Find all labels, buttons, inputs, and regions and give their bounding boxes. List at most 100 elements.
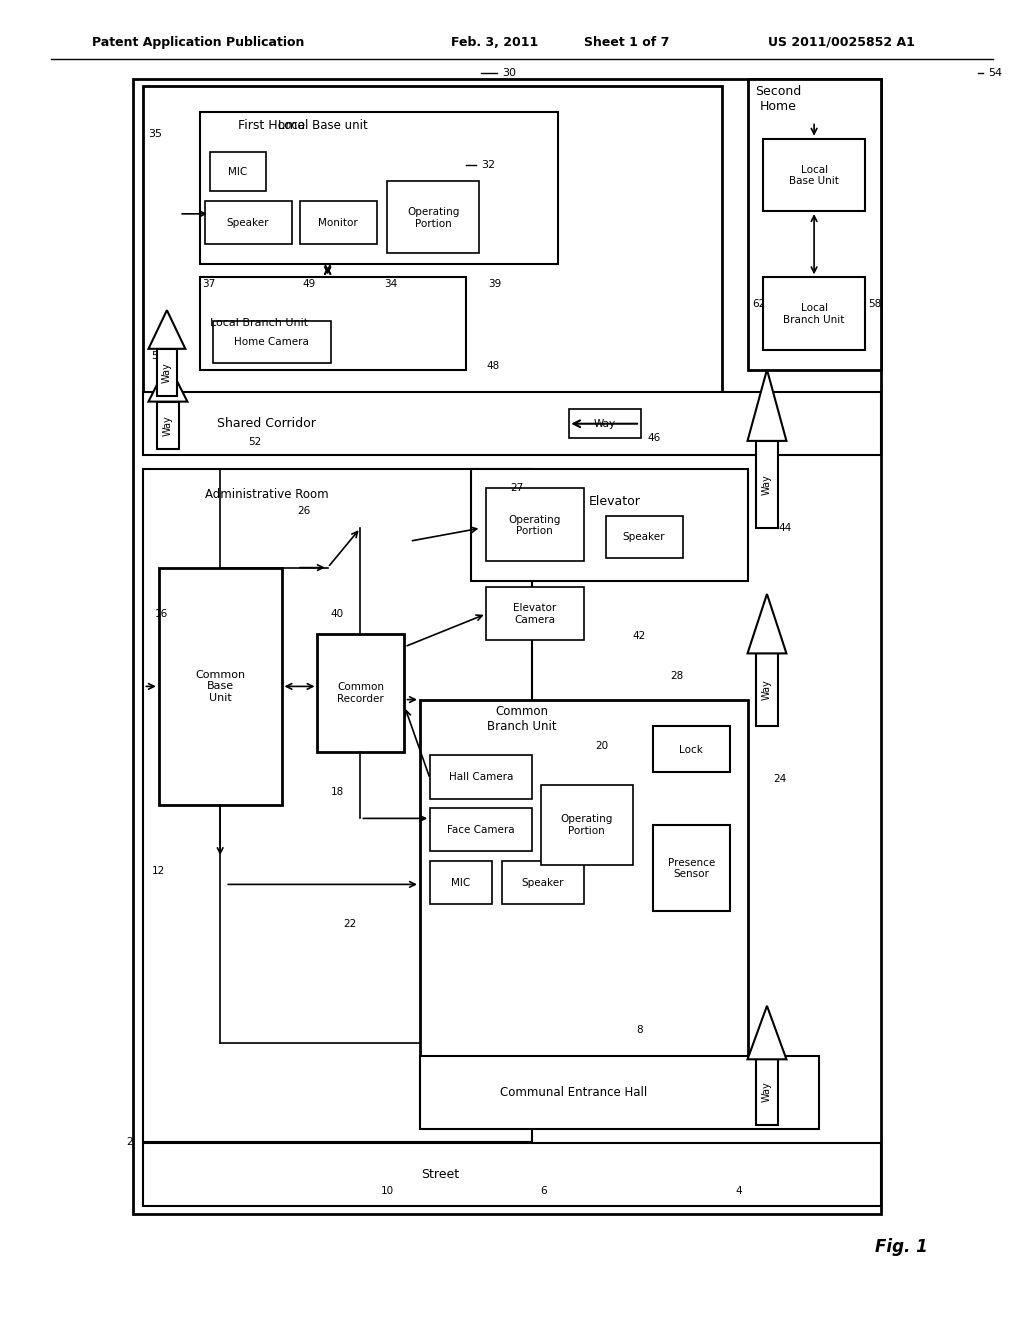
Text: 8: 8 — [636, 1024, 642, 1035]
Text: 18: 18 — [331, 787, 344, 797]
Text: Lock: Lock — [679, 744, 703, 755]
FancyBboxPatch shape — [486, 587, 584, 640]
FancyBboxPatch shape — [757, 653, 777, 726]
FancyBboxPatch shape — [158, 401, 178, 449]
FancyBboxPatch shape — [143, 392, 881, 455]
FancyBboxPatch shape — [210, 152, 266, 191]
Text: 50: 50 — [152, 351, 165, 362]
FancyBboxPatch shape — [471, 469, 748, 581]
Text: 48: 48 — [486, 360, 500, 371]
Text: Local
Base Unit: Local Base Unit — [790, 165, 839, 186]
Text: Way: Way — [762, 1081, 772, 1102]
FancyBboxPatch shape — [387, 181, 479, 253]
Text: 42: 42 — [633, 631, 646, 642]
Text: US 2011/0025852 A1: US 2011/0025852 A1 — [768, 36, 914, 49]
Text: 54: 54 — [988, 67, 1002, 78]
Polygon shape — [748, 370, 786, 441]
FancyBboxPatch shape — [541, 785, 633, 865]
Text: Monitor: Monitor — [318, 218, 357, 228]
Text: Speaker: Speaker — [521, 878, 564, 888]
FancyBboxPatch shape — [159, 568, 282, 805]
Text: Elevator: Elevator — [589, 495, 640, 508]
Text: Common
Branch Unit: Common Branch Unit — [487, 705, 557, 734]
FancyBboxPatch shape — [430, 808, 532, 851]
Text: Sheet 1 of 7: Sheet 1 of 7 — [584, 36, 669, 49]
FancyBboxPatch shape — [157, 348, 177, 396]
Text: 16: 16 — [155, 609, 168, 619]
Text: Patent Application Publication: Patent Application Publication — [92, 36, 304, 49]
Text: Way: Way — [162, 362, 172, 383]
Text: Elevator
Camera: Elevator Camera — [513, 603, 556, 624]
Text: 35: 35 — [148, 128, 163, 139]
Text: Administrative Room: Administrative Room — [205, 488, 329, 502]
Polygon shape — [148, 363, 187, 401]
Text: Speaker: Speaker — [623, 532, 666, 543]
Text: 52: 52 — [248, 437, 261, 447]
Text: Fig. 1: Fig. 1 — [874, 1238, 928, 1257]
Polygon shape — [148, 310, 185, 348]
Text: Operating
Portion: Operating Portion — [407, 207, 460, 228]
FancyBboxPatch shape — [748, 79, 881, 370]
FancyBboxPatch shape — [763, 139, 865, 211]
Text: Street: Street — [421, 1168, 460, 1181]
Text: 34: 34 — [384, 279, 397, 289]
FancyBboxPatch shape — [200, 277, 466, 370]
Text: Way: Way — [163, 414, 173, 436]
Text: 22: 22 — [343, 919, 356, 929]
Text: 24: 24 — [773, 774, 786, 784]
Text: Feb. 3, 2011: Feb. 3, 2011 — [451, 36, 538, 49]
FancyBboxPatch shape — [420, 700, 748, 1056]
FancyBboxPatch shape — [317, 634, 404, 752]
Text: Second
Home: Second Home — [755, 84, 802, 114]
FancyBboxPatch shape — [133, 79, 881, 1214]
Text: Common
Base
Unit: Common Base Unit — [196, 669, 245, 704]
Text: 6: 6 — [541, 1185, 547, 1196]
FancyBboxPatch shape — [213, 321, 331, 363]
Text: 62: 62 — [753, 298, 766, 309]
Text: Communal Entrance Hall: Communal Entrance Hall — [500, 1086, 647, 1100]
Text: Operating
Portion: Operating Portion — [508, 515, 561, 536]
Text: 12: 12 — [152, 866, 165, 876]
Text: 2: 2 — [127, 1137, 133, 1147]
Text: 26: 26 — [297, 506, 310, 516]
FancyBboxPatch shape — [430, 755, 532, 799]
FancyBboxPatch shape — [653, 825, 730, 911]
FancyBboxPatch shape — [486, 488, 584, 561]
Text: MIC: MIC — [228, 166, 247, 177]
Text: First Home: First Home — [238, 119, 305, 132]
Text: Way: Way — [594, 418, 616, 429]
FancyBboxPatch shape — [143, 1143, 881, 1206]
Text: 4: 4 — [735, 1185, 741, 1196]
FancyBboxPatch shape — [653, 726, 730, 772]
Text: Speaker: Speaker — [226, 218, 269, 228]
Text: MIC: MIC — [452, 878, 470, 888]
FancyBboxPatch shape — [757, 441, 777, 528]
Text: Home Camera: Home Camera — [233, 337, 309, 347]
Text: Operating
Portion: Operating Portion — [560, 814, 613, 836]
Text: 10: 10 — [381, 1185, 394, 1196]
Text: Common
Recorder: Common Recorder — [337, 682, 384, 704]
Text: 58: 58 — [868, 298, 882, 309]
Text: 32: 32 — [481, 160, 496, 170]
FancyBboxPatch shape — [420, 1056, 819, 1129]
FancyBboxPatch shape — [569, 409, 641, 438]
Text: Local
Branch Unit: Local Branch Unit — [783, 304, 845, 325]
FancyBboxPatch shape — [606, 516, 683, 558]
Text: 37: 37 — [202, 279, 215, 289]
Text: 20: 20 — [595, 741, 608, 751]
Text: Way: Way — [762, 680, 772, 700]
Text: Face Camera: Face Camera — [447, 825, 515, 836]
Text: Local Base unit: Local Base unit — [278, 119, 368, 132]
Polygon shape — [748, 1006, 786, 1059]
FancyBboxPatch shape — [143, 86, 722, 396]
Text: Presence
Sensor: Presence Sensor — [668, 858, 715, 879]
Text: 44: 44 — [778, 523, 792, 533]
FancyBboxPatch shape — [502, 861, 584, 904]
Text: 27: 27 — [510, 483, 523, 494]
FancyBboxPatch shape — [205, 201, 292, 244]
Text: 39: 39 — [488, 279, 502, 289]
Text: 28: 28 — [671, 671, 684, 681]
FancyBboxPatch shape — [763, 277, 865, 350]
Text: Way: Way — [762, 474, 772, 495]
Text: 40: 40 — [331, 609, 344, 619]
